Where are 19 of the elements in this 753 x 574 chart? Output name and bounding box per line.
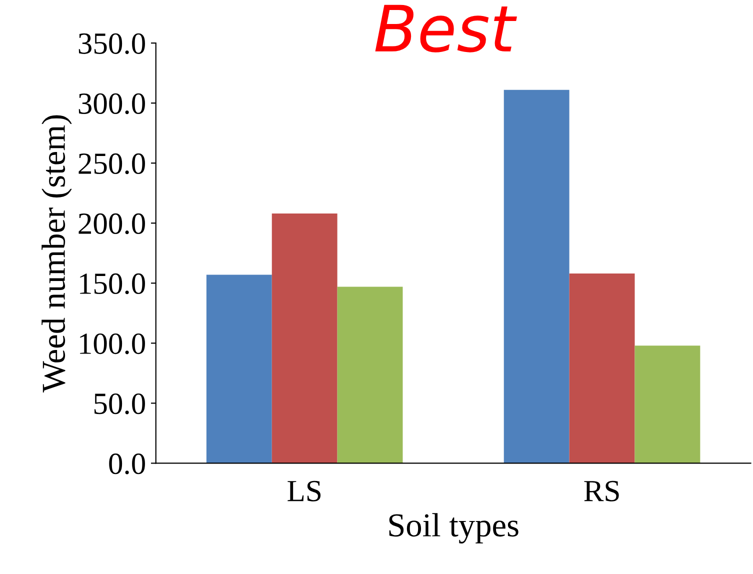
- y-tick-label: 0.0: [109, 454, 145, 474]
- bar: [504, 90, 570, 464]
- x-tick-label: LS: [288, 480, 321, 502]
- y-axis-title: Weed number (stem): [42, 115, 72, 392]
- chart-title: Best: [375, 4, 517, 52]
- y-tick-label: 300.0: [78, 93, 145, 114]
- bar: [569, 274, 635, 464]
- y-tick-label: 50.0: [94, 393, 145, 414]
- y-tick-label: 350.0: [78, 33, 145, 54]
- x-axis-title: Soil types: [389, 513, 518, 544]
- y-tick-label: 200.0: [78, 213, 145, 234]
- bar: [272, 214, 338, 464]
- y-tick-label: 100.0: [80, 333, 145, 354]
- y-tick-label: 150.0: [80, 273, 145, 294]
- y-tick-label: 250.0: [78, 153, 145, 174]
- bar: [337, 286, 403, 464]
- bar: [206, 274, 272, 464]
- x-tick-label: RS: [584, 480, 619, 502]
- bar: [634, 346, 700, 464]
